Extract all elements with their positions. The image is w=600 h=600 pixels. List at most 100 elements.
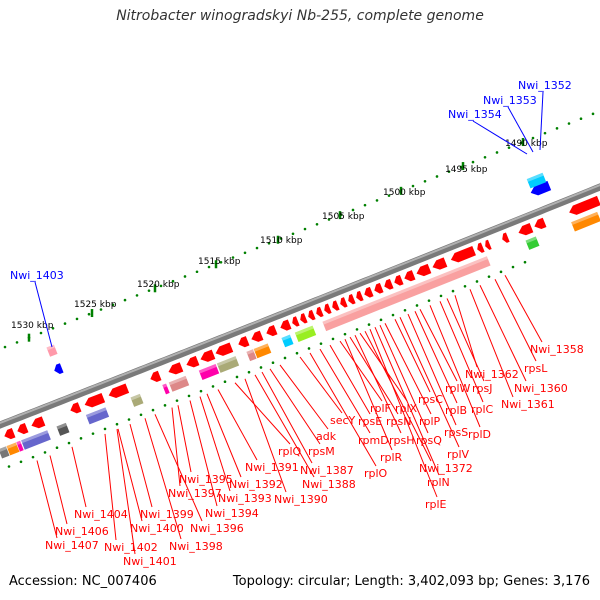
- gene-feature: [281, 334, 294, 348]
- gene-feature: [569, 195, 600, 215]
- label-leader-line: [189, 400, 218, 507]
- inner-tick-dot: [259, 366, 263, 369]
- tick-label: 1500 kbp: [383, 188, 426, 198]
- label-leader-line: [439, 301, 484, 403]
- label-leader-line: [71, 446, 87, 508]
- gene-arrow: [404, 270, 416, 282]
- tick-dot: [351, 208, 355, 212]
- gene-feature: [246, 349, 257, 362]
- gene-label: Nwi_1388: [302, 478, 356, 491]
- label-leader-line: [177, 405, 192, 473]
- gene-feature: [308, 309, 316, 321]
- tick-dot: [579, 117, 583, 120]
- gene-box: [525, 236, 540, 250]
- gene-feature: [84, 392, 106, 408]
- gene-box: [168, 375, 190, 392]
- map-title: Nitrobacter winogradskyi Nb-255, complet…: [116, 8, 484, 24]
- gene-arrow: [4, 428, 16, 440]
- gene-box-shine: [246, 349, 255, 355]
- label-leader-line: [299, 356, 343, 414]
- gene-arrow: [168, 362, 184, 375]
- tick-dot: [243, 251, 247, 255]
- gene-box-shine: [0, 446, 7, 453]
- gene-label: rpsL: [524, 362, 548, 375]
- tick-dot: [87, 312, 91, 316]
- gene-feature: [4, 428, 16, 440]
- gene-feature: [21, 430, 51, 450]
- tick-dot: [267, 241, 271, 245]
- tick-dot: [171, 279, 175, 283]
- topology-text: Topology: circular; Length: 3,402,093 bp…: [232, 574, 590, 589]
- inner-tick-dot: [199, 389, 203, 393]
- gene-feature: [477, 242, 485, 253]
- inner-tick-dot: [115, 422, 119, 426]
- gene-box-shine: [571, 211, 599, 226]
- tick-dot: [327, 218, 331, 221]
- label-leader-line: [369, 329, 438, 498]
- gene-arrow: [502, 232, 510, 243]
- label-leader-line: [394, 319, 431, 393]
- gene-arrow: [356, 290, 364, 302]
- gene-label: Nwi_1352: [518, 79, 572, 92]
- inner-tick-dot: [19, 460, 23, 464]
- gene-label: Nwi_1353: [483, 94, 537, 107]
- gene-label: Nwi_1393: [218, 492, 272, 505]
- tick-dot: [423, 179, 427, 183]
- gene-box: [85, 407, 110, 425]
- tick-dot: [303, 227, 307, 231]
- inner-tick-dot: [163, 404, 167, 407]
- gene-box-shine: [168, 375, 187, 386]
- gene-box-shine: [526, 172, 544, 182]
- inner-tick-dot: [451, 289, 455, 293]
- tick-label: 1495 kbp: [445, 165, 488, 175]
- label-leader-line: [144, 418, 182, 540]
- inner-tick-dot: [7, 465, 11, 468]
- label-leader-line: [199, 396, 231, 492]
- gene-box-shine: [162, 383, 168, 388]
- gene-feature: [356, 290, 364, 302]
- inner-tick-dot: [355, 328, 359, 331]
- gene-feature: [280, 319, 292, 331]
- gene-label: rpsS: [444, 426, 468, 439]
- label-leader-line: [339, 340, 383, 402]
- gene-label: Nwi_1397: [168, 487, 222, 500]
- tick-dot: [495, 151, 499, 154]
- gene-box-shine: [56, 422, 67, 430]
- inner-tick-dot: [283, 356, 287, 360]
- inner-tick-dot: [523, 260, 527, 264]
- label-leader-line: [34, 281, 53, 348]
- inner-tick-dot: [127, 418, 131, 421]
- inner-tick-dot: [331, 337, 335, 341]
- gene-box: [198, 364, 220, 380]
- gene-box-shine: [525, 236, 537, 244]
- gene-box-shine: [130, 393, 141, 401]
- label-leader-line: [469, 289, 514, 398]
- tick-dot: [435, 175, 439, 178]
- tick-dot: [3, 345, 7, 349]
- tick-label: 1505 kbp: [322, 212, 365, 222]
- gene-feature: [6, 442, 20, 456]
- gene-feature: [150, 370, 162, 382]
- gene-label: rplO: [364, 467, 388, 480]
- gene-label: rpsJ: [472, 382, 492, 395]
- gene-feature: [238, 336, 250, 348]
- gene-arrow: [477, 242, 485, 253]
- inner-tick-dot: [103, 427, 107, 431]
- gene-feature: [31, 416, 46, 429]
- gene-label: Nwi_1396: [190, 522, 244, 535]
- gene-arrow: [416, 263, 432, 277]
- tick-label: 1515 kbp: [198, 257, 241, 267]
- inner-tick-dot: [211, 385, 215, 388]
- tick-label: 1525 kbp: [74, 300, 117, 310]
- gene-label: Nwi_1400: [130, 522, 184, 535]
- inner-tick-dot: [463, 284, 467, 288]
- label-leader-line: [217, 389, 258, 461]
- gene-arrow: [186, 355, 200, 368]
- gene-box: [56, 422, 70, 436]
- gene-feature: [450, 245, 476, 263]
- tick-dot: [459, 165, 463, 169]
- inner-tick-dot: [247, 370, 251, 374]
- inner-tick-dot: [439, 294, 443, 298]
- tick-dot: [135, 294, 139, 297]
